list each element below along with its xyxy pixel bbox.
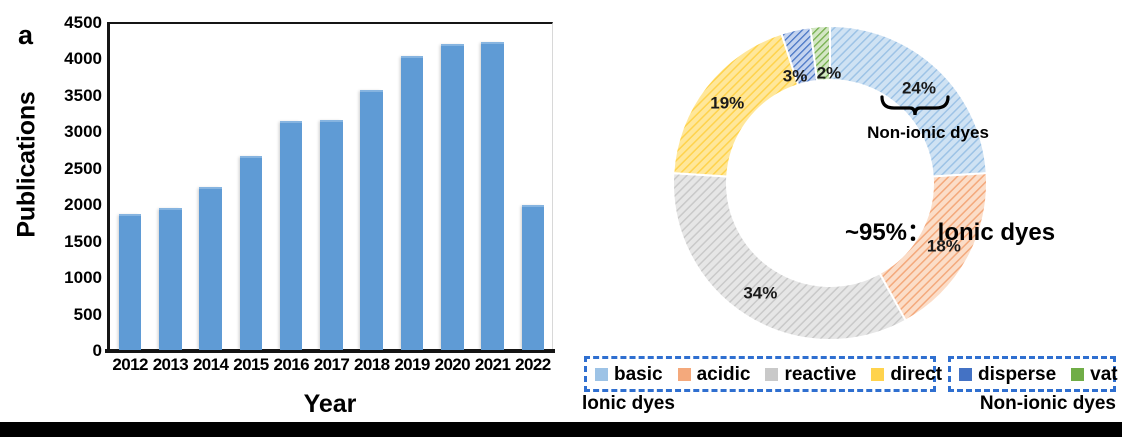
legend-swatch bbox=[677, 367, 691, 381]
legend-label: acidic bbox=[696, 363, 751, 385]
legend-group-ionic: basic acidic reactive direct bbox=[584, 356, 942, 392]
y-tick-label: 4000 bbox=[64, 49, 102, 69]
bar-slot bbox=[191, 22, 231, 350]
y-tick-label: 3000 bbox=[64, 122, 102, 142]
bar bbox=[199, 186, 222, 350]
x-tick-label: 2019 bbox=[394, 355, 430, 374]
donut-center-label: ~95%： lonic dyes bbox=[844, 219, 1056, 246]
legend-swatch bbox=[1071, 367, 1085, 381]
x-tick-label: 2017 bbox=[313, 355, 350, 374]
slice-percent-label: 19% bbox=[710, 93, 745, 113]
x-axis-line bbox=[105, 349, 555, 353]
y-tick-label: 1500 bbox=[64, 231, 102, 251]
y-tick-label: 500 bbox=[73, 304, 102, 324]
slice-percent-label: 18% bbox=[926, 236, 961, 256]
legend-item[interactable]: basic bbox=[595, 365, 663, 384]
bar-slot bbox=[311, 22, 351, 350]
x-tick-label: 2018 bbox=[354, 355, 390, 374]
legend-group-nonionic: disperse vat bbox=[948, 356, 1118, 392]
legend-label: basic bbox=[614, 363, 663, 385]
legend-label: reactive bbox=[784, 363, 857, 385]
legend-item[interactable]: disperse bbox=[959, 365, 1056, 384]
bar-slot bbox=[271, 22, 311, 350]
donut-svg bbox=[672, 24, 988, 341]
nonionic-annotation: Non-ionic dyes bbox=[867, 123, 989, 142]
brace-icon bbox=[880, 95, 950, 116]
bar-slot bbox=[472, 22, 512, 350]
x-axis-title: Year bbox=[303, 390, 357, 418]
legend-swatch bbox=[959, 367, 972, 381]
bar-slot bbox=[513, 22, 553, 350]
legend-item[interactable]: vat bbox=[1071, 363, 1118, 385]
donut-slice bbox=[809, 24, 831, 82]
legend-item[interactable]: direct bbox=[871, 365, 942, 384]
legend-swatch bbox=[765, 367, 779, 381]
x-tick-label: 2013 bbox=[152, 355, 189, 374]
x-tick-label: 2021 bbox=[474, 355, 511, 374]
bar bbox=[481, 41, 504, 350]
bar bbox=[279, 121, 303, 350]
y-tick-label: 0 bbox=[92, 341, 102, 360]
bar bbox=[441, 43, 464, 350]
x-tick-label: 2014 bbox=[192, 355, 229, 374]
bar bbox=[159, 207, 182, 350]
panel-a-bar-chart: a Publications 0 500 1000 1500 2000 2500 3000 3… bbox=[0, 0, 560, 437]
y-tick-label: 4500 bbox=[64, 13, 102, 32]
slice-percent-label: 2% bbox=[816, 63, 842, 83]
slice-percent-label: 34% bbox=[743, 283, 778, 303]
bar-slot bbox=[231, 22, 271, 350]
legend-caption-ionic: lonic dyes bbox=[582, 393, 675, 414]
y-axis-tick-labels: 0 500 1000 1500 2000 2500 3000 3500 4000 4500 bbox=[34, 10, 102, 362]
footer-black-bar bbox=[0, 422, 1122, 437]
legend-swatch bbox=[871, 367, 885, 381]
legend-label: direct bbox=[890, 363, 943, 385]
legend-label: vat bbox=[1090, 363, 1118, 385]
x-tick-label: 2022 bbox=[515, 355, 551, 374]
bar-series bbox=[110, 22, 553, 350]
x-tick-label: 2012 bbox=[112, 355, 148, 374]
donut-chart: Non-ionic dyes ~95%： lonic dyes 24% 18% 34… bbox=[665, 18, 1055, 348]
legend-item[interactable]: acidic bbox=[677, 363, 751, 385]
bar bbox=[400, 56, 424, 350]
legend: basic acidic reactive direct disperse vat bbox=[584, 356, 1118, 392]
y-tick-label: 2000 bbox=[64, 195, 102, 215]
bar-slot bbox=[392, 22, 432, 350]
legend-label: disperse bbox=[978, 363, 1057, 385]
x-tick-label: 2020 bbox=[434, 355, 471, 374]
legend-item[interactable]: reactive bbox=[765, 365, 856, 384]
bar-slot bbox=[110, 22, 150, 350]
x-tick-label: 2015 bbox=[233, 355, 269, 374]
bar bbox=[320, 119, 343, 350]
y-tick-label: 2500 bbox=[64, 158, 102, 178]
x-tick-label: 2016 bbox=[273, 355, 310, 374]
donut-slice bbox=[672, 172, 907, 341]
slice-percent-label: 24% bbox=[901, 78, 936, 98]
bar-slot bbox=[432, 22, 472, 350]
panel-b-donut-chart: b bbox=[560, 0, 1122, 437]
bar-slot bbox=[352, 22, 392, 350]
y-tick-label: 3500 bbox=[64, 85, 102, 105]
bar bbox=[118, 213, 142, 350]
y-tick-label: 1000 bbox=[64, 268, 102, 288]
bar bbox=[521, 204, 545, 350]
bar bbox=[360, 89, 384, 350]
legend-swatch bbox=[595, 367, 608, 381]
bar bbox=[239, 156, 263, 350]
bar-slot bbox=[150, 22, 190, 350]
panel-a-label: a bbox=[18, 20, 34, 50]
slice-percent-label: 3% bbox=[782, 66, 808, 86]
legend-caption-nonionic: Non-ionic dyes bbox=[979, 393, 1116, 414]
x-axis-tick-labels: 2012 2013 2014 2015 2016 2017 2018 2019 2020 2021… bbox=[105, 355, 555, 382]
